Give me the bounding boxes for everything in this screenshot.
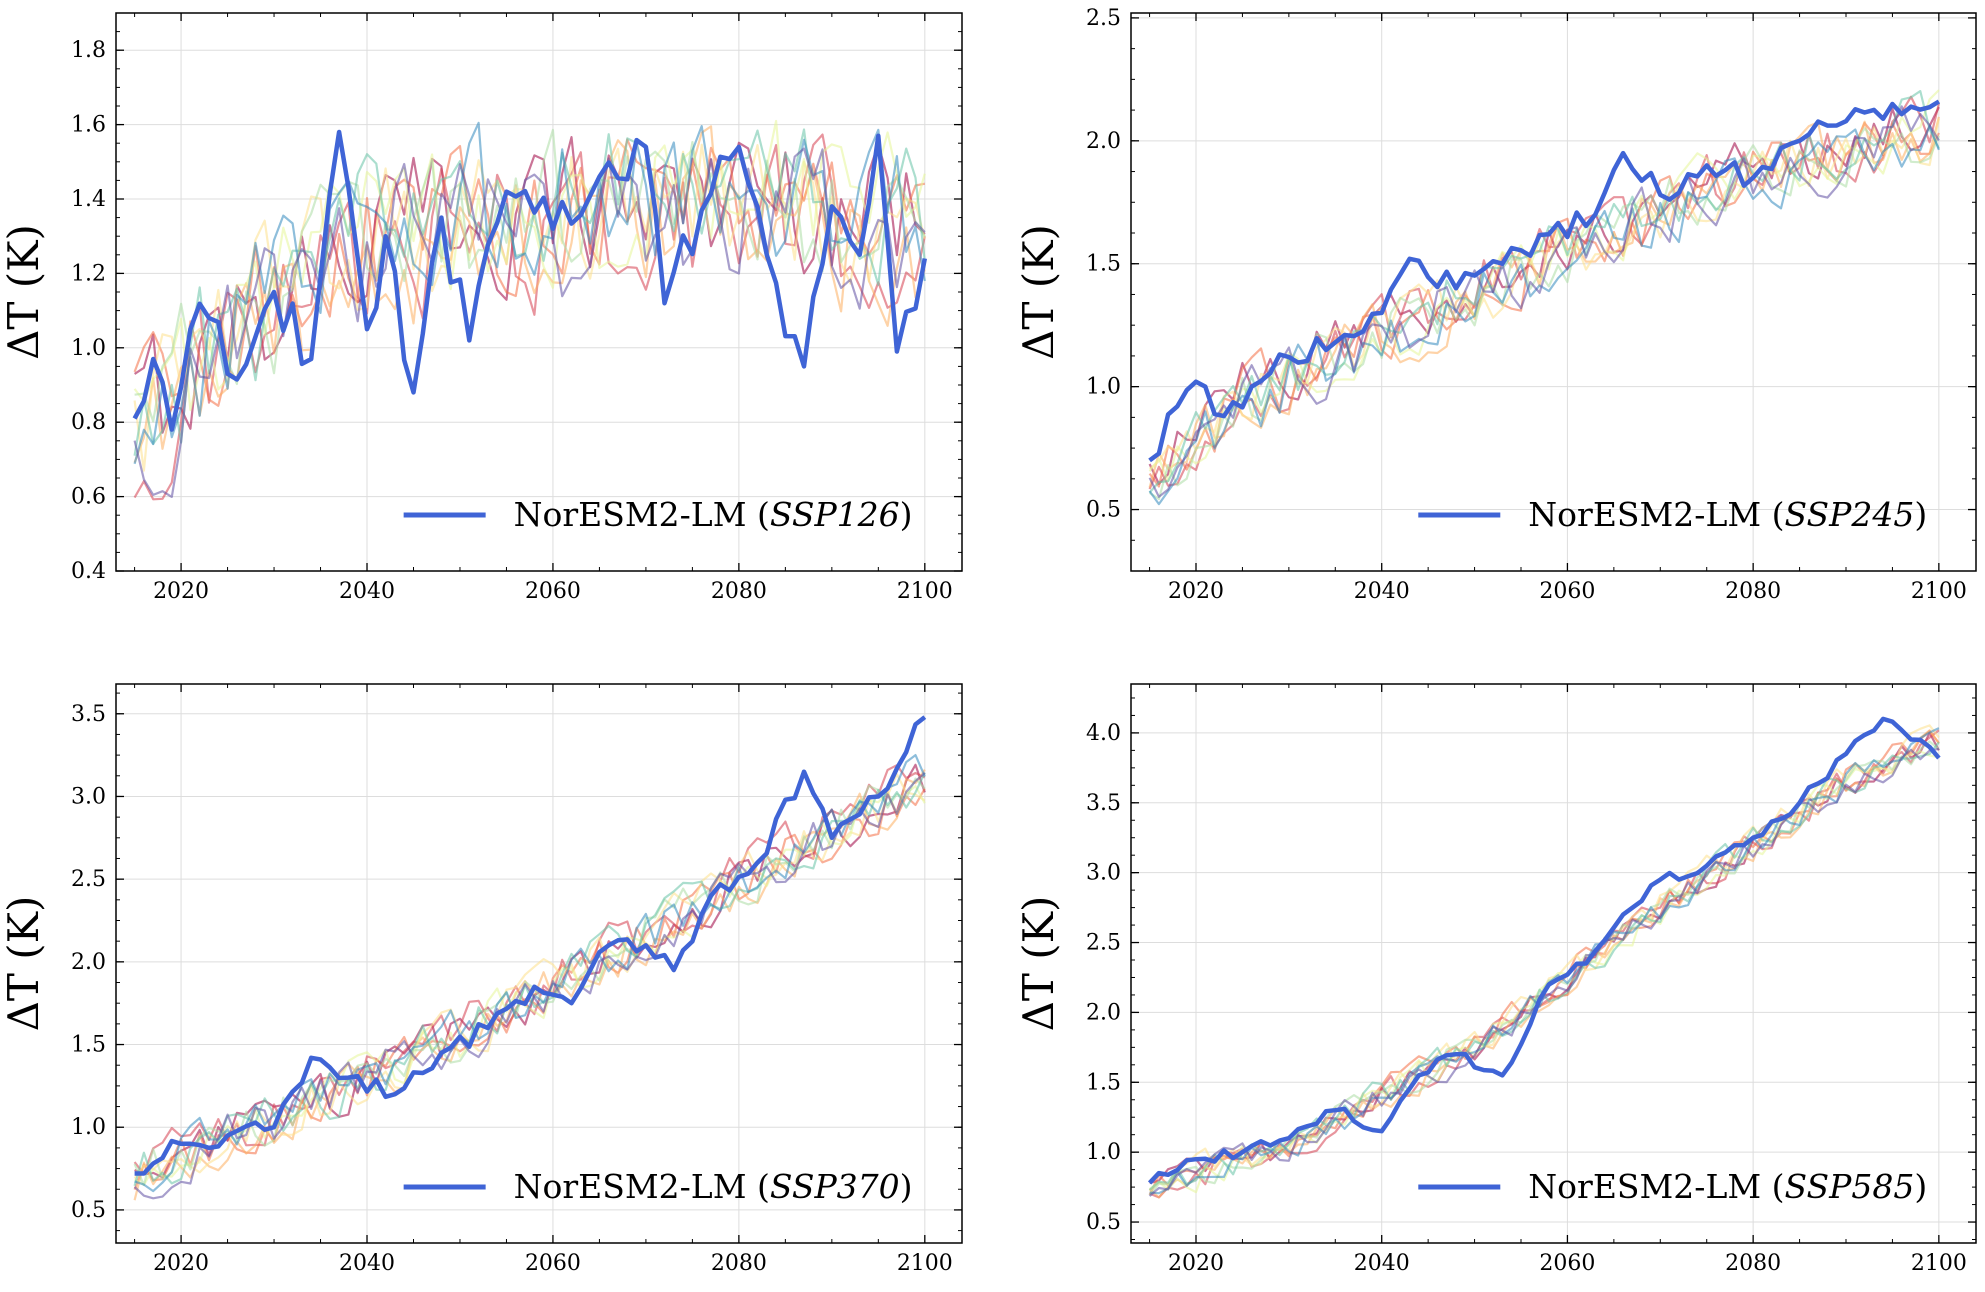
axes-frame xyxy=(115,683,963,1244)
ensemble-member-line xyxy=(1148,750,1940,1194)
ensemble-member-line xyxy=(1148,729,1940,1199)
y-tick-label: 1.5 xyxy=(71,1033,106,1058)
y-tick-label: 3.5 xyxy=(1086,791,1121,816)
series-group xyxy=(133,715,927,1201)
y-tick-label: 2.5 xyxy=(1086,6,1121,31)
y-tick-label: 1.0 xyxy=(1086,1140,1121,1165)
x-tick-label: 2020 xyxy=(1168,579,1224,604)
ensemble-member-line xyxy=(1148,127,1940,501)
x-tick-label: 2040 xyxy=(1354,579,1410,604)
x-tick-label: 2060 xyxy=(525,1251,581,1276)
y-tick-label: 1.5 xyxy=(1086,1070,1121,1095)
series-group xyxy=(132,119,928,501)
x-tick-label: 2080 xyxy=(711,579,767,604)
legend-label: NorESM2-LM (SSP585) xyxy=(1528,1167,1927,1206)
y-tick-label: 0.4 xyxy=(71,559,106,584)
ensemble-member-line xyxy=(1148,121,1940,488)
x-tick-label: 2080 xyxy=(711,1251,767,1276)
y-axis-label: ΔT (K) xyxy=(0,896,48,1032)
y-tick-label: 1.8 xyxy=(71,38,106,63)
ensemble-member-line xyxy=(133,777,926,1187)
legend-label: NorESM2-LM (SSP126) xyxy=(514,495,913,534)
ensemble-member-line xyxy=(133,147,926,498)
y-tick-label: 2.0 xyxy=(1086,129,1121,154)
y-tick-label: 0.5 xyxy=(1086,498,1121,523)
noresm2-lm-line xyxy=(1148,99,1941,463)
x-tick-label: 2060 xyxy=(1539,579,1595,604)
y-tick-label: 2.5 xyxy=(71,867,106,892)
panel-ssp585: 2020 2040 2060 2080 2100 0.5 1.0 1.5 2.0 2.5 3.0 3.… xyxy=(1014,683,1977,1276)
y-tick-label: 1.6 xyxy=(71,113,106,138)
y-tick-label: 2.5 xyxy=(1086,931,1121,956)
y-tick-label: 2.0 xyxy=(71,950,106,975)
noresm2-lm-line xyxy=(1147,716,1941,1185)
ensemble-member-line xyxy=(133,121,926,465)
y-tick-label: 1.2 xyxy=(71,261,106,286)
y-tick-label: 3.5 xyxy=(71,702,106,727)
series-group xyxy=(1148,89,1941,506)
y-axis-label: ΔT (K) xyxy=(0,224,48,360)
legend-label: NorESM2-LM (SSP370) xyxy=(514,1167,913,1206)
x-tick-label: 2020 xyxy=(153,1251,209,1276)
y-tick-label: 3.0 xyxy=(71,784,106,809)
y-axis-label: ΔT (K) xyxy=(1014,896,1063,1032)
x-tick-label: 2080 xyxy=(1725,1251,1781,1276)
ensemble-member-line xyxy=(1148,747,1940,1197)
y-tick-label: 1.0 xyxy=(1086,375,1121,400)
y-tick-label: 1.0 xyxy=(71,336,106,361)
y-tick-label: 0.5 xyxy=(71,1198,106,1223)
y-tick-label: 1.5 xyxy=(1086,252,1121,277)
y-tick-label: 3.0 xyxy=(1086,861,1121,886)
x-tick-label: 2020 xyxy=(1168,1251,1224,1276)
x-tick-label: 2100 xyxy=(1911,1251,1967,1276)
x-tick-label: 2040 xyxy=(339,579,395,604)
ensemble-member-line xyxy=(134,753,926,1193)
ensemble-member-line xyxy=(133,136,926,434)
y-tick-label: 0.8 xyxy=(71,410,106,435)
x-tick-label: 2080 xyxy=(1725,579,1781,604)
panel-ssp126: 2020 2040 2060 2080 2100 0.4 0.6 0.8 1.0 1.2 1.4 1.… xyxy=(0,12,963,604)
ensemble-member-line xyxy=(133,772,926,1180)
ensemble-member-line xyxy=(1149,727,1940,1195)
ensemble-member-line xyxy=(1149,729,1940,1199)
x-tick-label: 2060 xyxy=(1539,1251,1595,1276)
x-tick-label: 2100 xyxy=(1911,579,1967,604)
noresm2-lm-line xyxy=(132,129,928,432)
panel-ssp245: 2020 2040 2060 2080 2100 0.5 1.0 1.5 2.0 2.5 ΔT (K… xyxy=(1014,6,1977,604)
noresm2-lm-line xyxy=(134,715,927,1176)
y-tick-label: 0.6 xyxy=(71,485,106,510)
y-axis-label: ΔT (K) xyxy=(1014,224,1063,360)
legend-label: NorESM2-LM (SSP245) xyxy=(1528,495,1927,534)
axes-frame xyxy=(1130,12,1977,572)
x-tick-label: 2040 xyxy=(1354,1251,1410,1276)
ensemble-member-line xyxy=(1148,116,1940,488)
x-tick-label: 2100 xyxy=(897,579,953,604)
y-tick-label: 1.4 xyxy=(71,187,106,212)
y-tick-label: 2.0 xyxy=(1086,1000,1121,1025)
panel-ssp370: 2020 2040 2060 2080 2100 0.5 1.0 1.5 2.0 2.5 3.0 3.… xyxy=(0,683,963,1276)
x-tick-label: 2100 xyxy=(897,1251,953,1276)
x-tick-label: 2020 xyxy=(153,579,209,604)
ensemble-member-line xyxy=(1148,105,1940,498)
ensemble-member-line xyxy=(1148,124,1940,506)
axes-frame xyxy=(1130,683,1977,1244)
x-tick-label: 2040 xyxy=(339,1251,395,1276)
series-group xyxy=(1147,716,1941,1199)
y-tick-label: 1.0 xyxy=(71,1115,106,1140)
y-tick-label: 0.5 xyxy=(1086,1210,1121,1235)
y-tick-label: 4.0 xyxy=(1086,721,1121,746)
ensemble-member-line xyxy=(1148,89,1940,494)
x-tick-label: 2060 xyxy=(525,579,581,604)
ensemble-member-line xyxy=(1148,89,1940,482)
